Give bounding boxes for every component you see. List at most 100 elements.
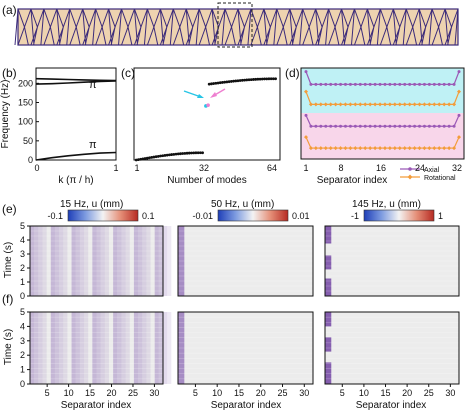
rotational-marker (308, 146, 313, 151)
axial-marker (363, 124, 367, 128)
y-tick-label: 4 (20, 235, 25, 245)
x-tick-label: 15 (234, 388, 244, 398)
band-cyan (301, 68, 464, 113)
axial-marker (398, 124, 402, 128)
high-mode-point (236, 79, 240, 83)
legend-rot-marker (407, 174, 413, 180)
xlabel-left: Separator index (61, 400, 132, 411)
x-tick-label: 30 (445, 388, 455, 398)
axial-marker (442, 82, 446, 86)
low-mode-point (170, 153, 174, 156)
x-tick-label: 10 (212, 388, 222, 398)
rotational-marker (432, 146, 437, 151)
rotational-marker (442, 146, 447, 151)
colorbar-145hz-title: 145 Hz, u (mm) (352, 199, 421, 210)
rotational-marker (373, 146, 378, 151)
x-tick-label: 15 (381, 388, 391, 398)
panel-b-frame (35, 67, 117, 161)
arrowhead-cyan (197, 94, 204, 98)
low-mode-point (156, 154, 160, 158)
d-xtick-32: 32 (452, 163, 462, 173)
axial-marker (393, 82, 397, 86)
b-xtick-0: 0 (34, 163, 39, 173)
x-tick-label: 5 (340, 388, 345, 398)
axial-marker (437, 82, 441, 86)
rotational-marker (412, 102, 417, 107)
axial-marker (447, 82, 451, 86)
x-tick-label: 5 (45, 388, 50, 398)
high-mode-point (249, 78, 253, 81)
axial-marker (348, 124, 352, 128)
axial-marker (452, 124, 456, 128)
low-mode-point (159, 154, 162, 158)
c-xtick-64: 64 (267, 163, 277, 173)
axial-marker (393, 124, 397, 128)
rotational-marker (422, 102, 427, 107)
heatmap-edge-burst (325, 337, 332, 352)
low-mode-point (181, 152, 185, 155)
rotational-marker (318, 146, 323, 151)
high-mode-point (260, 77, 264, 81)
axial-marker (422, 124, 426, 128)
low-mode-point (196, 151, 200, 155)
axial-marker (403, 82, 407, 86)
heatmap-stripe (163, 312, 168, 384)
axial-marker (383, 82, 387, 86)
heatmap-frame (324, 225, 460, 297)
axial-marker (413, 124, 417, 128)
rotational-marker (343, 146, 348, 151)
low-mode-point (174, 152, 178, 156)
x-tick-label: 30 (149, 388, 159, 398)
rotational-marker (323, 102, 328, 107)
high-mode-point (245, 78, 249, 82)
c-xtick-1: 1 (134, 163, 139, 173)
panel-c-frame (133, 67, 281, 161)
high-mode-point (247, 78, 251, 82)
colorbar-50hz-max: 0.01 (292, 211, 310, 221)
axial-marker (324, 124, 328, 128)
rotational-marker (328, 102, 333, 107)
panel-d-frame (300, 67, 465, 160)
y-tick-label: 0 (20, 379, 25, 389)
y-tick-label: 4 (20, 321, 25, 331)
panel-c-modes: 1 32 64 Number of modes (133, 67, 281, 186)
rotational-marker (358, 146, 363, 151)
low-mode-point (176, 152, 180, 156)
axial-marker (309, 124, 313, 128)
colorbar-50hz: 50 Hz, u (mm) -0.01 0.01 (192, 199, 310, 222)
low-mode-point (154, 155, 158, 159)
colorbar-145hz-gradient (363, 209, 435, 222)
low-mode-point (198, 151, 202, 155)
colorbar-145hz-min: -1 (351, 211, 359, 221)
heatmap-stripe (167, 226, 172, 296)
heatmap-edge-burst (325, 278, 332, 296)
high-mode-point (232, 79, 235, 83)
rotational-marker (333, 146, 338, 151)
heatmap-frame (177, 225, 314, 297)
high-mode-point (265, 77, 269, 81)
rotational-marker (378, 146, 383, 151)
high-mode-point (271, 77, 275, 81)
high-mode-point (212, 82, 216, 85)
axial-marker (353, 124, 357, 128)
x-tick-label: 20 (402, 388, 412, 398)
axial-marker (418, 82, 422, 86)
rotational-marker (402, 102, 407, 107)
axial-marker (368, 82, 372, 86)
high-mode-point (254, 77, 258, 81)
low-mode-point (152, 155, 156, 159)
heatmap-f-145hz: 5 10 15 20 25 30 (324, 311, 460, 398)
low-mode-point (165, 153, 169, 157)
rotational-marker (417, 102, 422, 107)
high-mode-point (214, 81, 218, 85)
rotational-marker (432, 102, 437, 107)
low-mode-point (143, 157, 147, 160)
rotational-marker (407, 146, 412, 151)
y-tick-label: 3 (20, 336, 25, 346)
panel-label-e: (e) (2, 202, 17, 216)
panel-d-separator: Axial Rotational 1 8 16 24 32 Separator … (300, 67, 465, 186)
low-mode-point (194, 151, 198, 155)
legend-axial-label: Axial (424, 167, 440, 174)
low-mode-point (141, 157, 145, 161)
legend-rot-label: Rotational (424, 175, 456, 182)
